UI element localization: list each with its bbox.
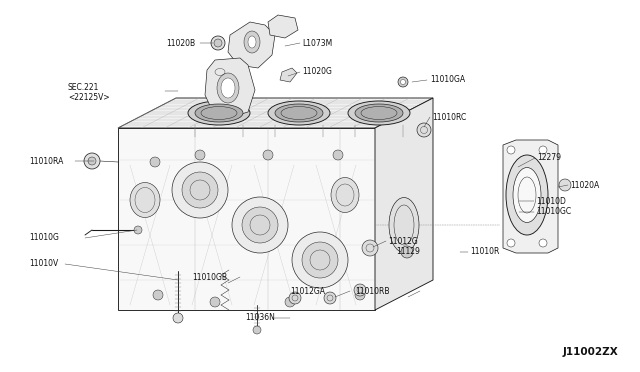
Ellipse shape bbox=[195, 104, 243, 122]
Ellipse shape bbox=[268, 101, 330, 125]
Polygon shape bbox=[280, 68, 297, 82]
Circle shape bbox=[302, 242, 338, 278]
Circle shape bbox=[285, 297, 295, 307]
Circle shape bbox=[417, 123, 431, 137]
Text: 11010GC: 11010GC bbox=[536, 208, 571, 217]
Ellipse shape bbox=[513, 167, 541, 222]
Text: <22125V>: <22125V> bbox=[68, 93, 109, 103]
Circle shape bbox=[559, 179, 571, 191]
Ellipse shape bbox=[348, 101, 410, 125]
Text: 11010D: 11010D bbox=[536, 196, 566, 205]
Ellipse shape bbox=[244, 31, 260, 53]
Polygon shape bbox=[503, 140, 558, 253]
Ellipse shape bbox=[355, 104, 403, 122]
Circle shape bbox=[211, 36, 225, 50]
Circle shape bbox=[289, 292, 301, 304]
Circle shape bbox=[292, 232, 348, 288]
Circle shape bbox=[263, 150, 273, 160]
Text: 11010GB: 11010GB bbox=[192, 273, 227, 282]
Text: 11020A: 11020A bbox=[570, 180, 599, 189]
Text: 11010GA: 11010GA bbox=[430, 76, 465, 84]
Circle shape bbox=[210, 297, 220, 307]
Ellipse shape bbox=[506, 155, 548, 235]
Ellipse shape bbox=[331, 177, 359, 212]
Text: SEC.221: SEC.221 bbox=[68, 83, 99, 93]
Circle shape bbox=[134, 226, 142, 234]
Polygon shape bbox=[118, 98, 433, 128]
Circle shape bbox=[401, 246, 413, 258]
Circle shape bbox=[195, 150, 205, 160]
Text: L1073M: L1073M bbox=[302, 38, 332, 48]
Circle shape bbox=[539, 239, 547, 247]
Ellipse shape bbox=[389, 198, 419, 253]
Text: 11010G: 11010G bbox=[29, 234, 59, 243]
Text: 11010R: 11010R bbox=[470, 247, 499, 257]
Circle shape bbox=[153, 290, 163, 300]
Text: 11012G: 11012G bbox=[388, 237, 418, 246]
Circle shape bbox=[88, 157, 96, 165]
Text: 11129: 11129 bbox=[396, 247, 420, 257]
Polygon shape bbox=[118, 128, 375, 310]
Circle shape bbox=[232, 197, 288, 253]
Text: 11010RB: 11010RB bbox=[355, 286, 390, 295]
Circle shape bbox=[84, 153, 100, 169]
Circle shape bbox=[253, 326, 261, 334]
Circle shape bbox=[398, 77, 408, 87]
Polygon shape bbox=[375, 98, 433, 310]
Circle shape bbox=[150, 157, 160, 167]
Text: J11002ZX: J11002ZX bbox=[563, 347, 618, 357]
Ellipse shape bbox=[221, 78, 235, 98]
Text: 11010RA: 11010RA bbox=[29, 157, 63, 166]
Ellipse shape bbox=[188, 101, 250, 125]
Circle shape bbox=[539, 146, 547, 154]
Text: 11010V: 11010V bbox=[29, 260, 58, 269]
Circle shape bbox=[324, 292, 336, 304]
Ellipse shape bbox=[217, 73, 239, 103]
Ellipse shape bbox=[248, 36, 256, 48]
Text: 11020B: 11020B bbox=[166, 38, 195, 48]
Ellipse shape bbox=[130, 183, 160, 218]
Circle shape bbox=[507, 146, 515, 154]
Ellipse shape bbox=[275, 104, 323, 122]
Text: 12279: 12279 bbox=[537, 154, 561, 163]
Circle shape bbox=[355, 290, 365, 300]
Text: 11012GA: 11012GA bbox=[290, 286, 325, 295]
Text: 11020G: 11020G bbox=[302, 67, 332, 77]
Circle shape bbox=[354, 284, 366, 296]
Circle shape bbox=[507, 239, 515, 247]
Circle shape bbox=[182, 172, 218, 208]
Polygon shape bbox=[228, 22, 275, 68]
Polygon shape bbox=[205, 58, 255, 118]
Text: 11036N: 11036N bbox=[245, 314, 275, 323]
Circle shape bbox=[214, 39, 222, 47]
Circle shape bbox=[172, 162, 228, 218]
Circle shape bbox=[401, 80, 406, 84]
Polygon shape bbox=[268, 15, 298, 38]
Text: 11010RC: 11010RC bbox=[432, 112, 467, 122]
Circle shape bbox=[173, 313, 183, 323]
Circle shape bbox=[333, 150, 343, 160]
Circle shape bbox=[242, 207, 278, 243]
Circle shape bbox=[362, 240, 378, 256]
